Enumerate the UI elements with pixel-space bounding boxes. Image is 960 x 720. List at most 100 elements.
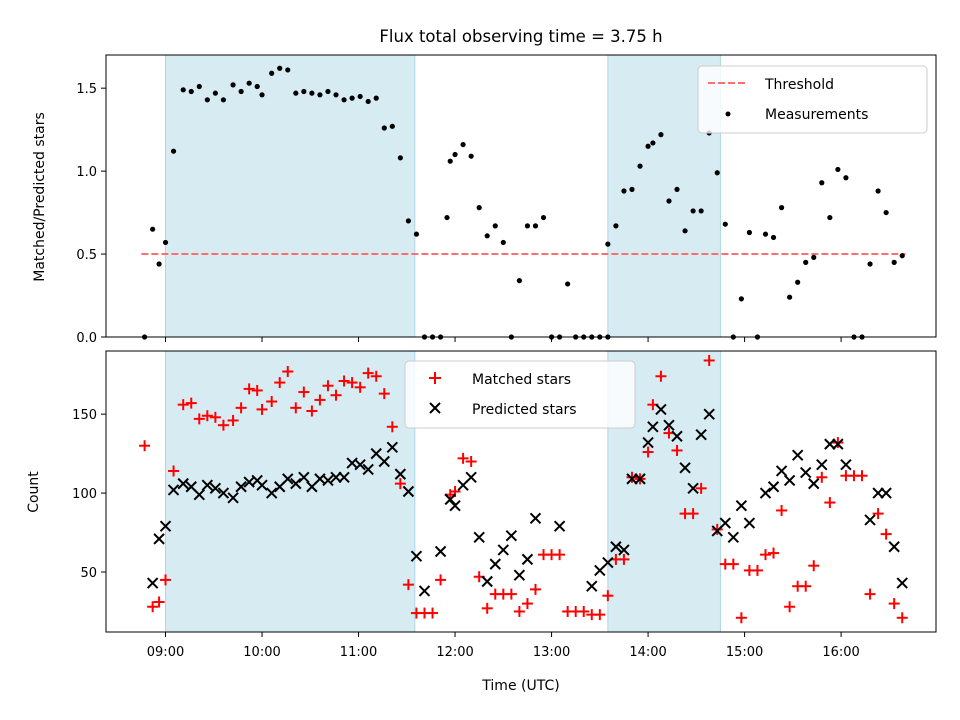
measurement-point [357,93,363,100]
measurement-point [540,214,547,221]
top-y-ticks: 0.0 0.5 1.0 1.5 [76,82,106,346]
measurement-point [658,132,664,138]
predicted-star-point [290,477,302,490]
predicted-legend-label: Predicted stars [472,402,577,418]
predicted-star-point [586,580,598,592]
predicted-star-point [783,474,796,487]
predicted-star-point [418,585,431,597]
measurement-point [698,208,704,214]
measurement-point [309,90,315,96]
top-axes: 0.0 0.5 1.0 1.5 Matched/Predicted stars Thr… [32,54,937,346]
matched-star-point [251,384,263,396]
measurement-point [778,205,785,211]
matched-stars-points [139,354,908,624]
measurement-point [746,229,753,236]
bottom-y-axis-label: Count [26,471,42,513]
measurement-point [162,239,169,246]
bottom-y-tick-label: 50 [80,566,97,581]
predicted-star-point [497,544,510,556]
x-tick-label: 16:00 [822,645,859,660]
matched-star-point [153,596,165,608]
matched-star-point [386,421,398,433]
matched-star-point [808,560,820,572]
matched-star-point [160,574,172,586]
predicted-star-point [434,545,447,558]
measurement-point [413,231,420,237]
top-y-tick-label: 0.0 [76,331,97,346]
predicted-star-point [322,474,334,487]
measurement-point [484,233,490,239]
predicted-star-point [727,531,740,543]
measurement-point [762,231,769,237]
predicted-star-point [743,517,756,529]
predicted-star-point [177,477,189,490]
predicted-star-point [217,487,230,499]
measurement-point [196,83,202,90]
measurement-point [170,148,177,154]
matched-star-point [776,504,788,516]
predicted-star-point [354,458,366,471]
measurement-point [674,186,680,192]
predicted-legend-swatch [429,402,441,414]
measurement-point [460,141,466,148]
predicted-star-point [444,493,456,506]
x-tick-label: 14:00 [629,645,666,660]
predicted-star-point [153,533,165,545]
matched-star-point [896,612,908,624]
measurement-point [613,223,619,229]
predicted-star-point [505,529,518,542]
measurement-point [492,223,498,229]
measurement-point [476,205,482,211]
predicted-star-point [201,479,214,491]
predicted-star-point [679,462,691,474]
top-y-tick-label: 1.0 [76,165,97,180]
matched-star-point [338,375,350,387]
matched-star-point [235,402,247,414]
measurement-point [285,67,291,73]
measurement-point [803,259,809,265]
matched-star-point [147,601,159,613]
measurement-point [835,166,841,173]
measurement-point [349,95,355,101]
matched-star-point [177,399,189,411]
bottom-axes: 50 100 150 09:00 10:00 11:00 12:00 13:00 14:00 1… [26,350,937,694]
measurement-point [373,95,379,101]
measurement-point [259,92,265,98]
matched-star-point [727,558,739,570]
matched-star-point [227,414,239,426]
measurement-point [811,254,817,260]
measurement-point [254,83,260,90]
measurement-point [645,143,651,149]
matched-star-point [768,547,780,559]
matched-star-point [735,612,747,624]
matched-star-point [655,370,667,382]
measurement-point [468,153,474,159]
matched-star-point [243,383,255,395]
predicted-star-point [687,482,699,495]
measurement-point [447,158,453,164]
measurement-point [220,97,227,103]
matched-star-point [168,465,180,477]
measurement-point [605,241,611,247]
measurement-point [899,253,905,259]
matched-star-point [695,482,707,494]
bottom-legend-box [404,360,636,429]
matched-star-point [529,583,541,595]
measurement-point [381,125,387,131]
matched-star-point [314,394,326,406]
x-tick-label: 10:00 [243,645,280,660]
matched-star-point [362,367,374,379]
predicted-star-point [159,520,172,532]
bottom-y-ticks: 50 100 150 [72,408,106,581]
predicted-star-point [671,430,683,442]
measurement-point [714,170,720,176]
matched-star-point [578,605,590,617]
matched-star-point [618,553,630,565]
matched-star-point [602,590,614,602]
top-legend: Threshold Measurements [697,65,928,134]
predicted-star-point [256,479,268,491]
matched-star-point [201,410,213,422]
matched-star-point [505,588,517,600]
predicted-star-point [481,575,493,588]
